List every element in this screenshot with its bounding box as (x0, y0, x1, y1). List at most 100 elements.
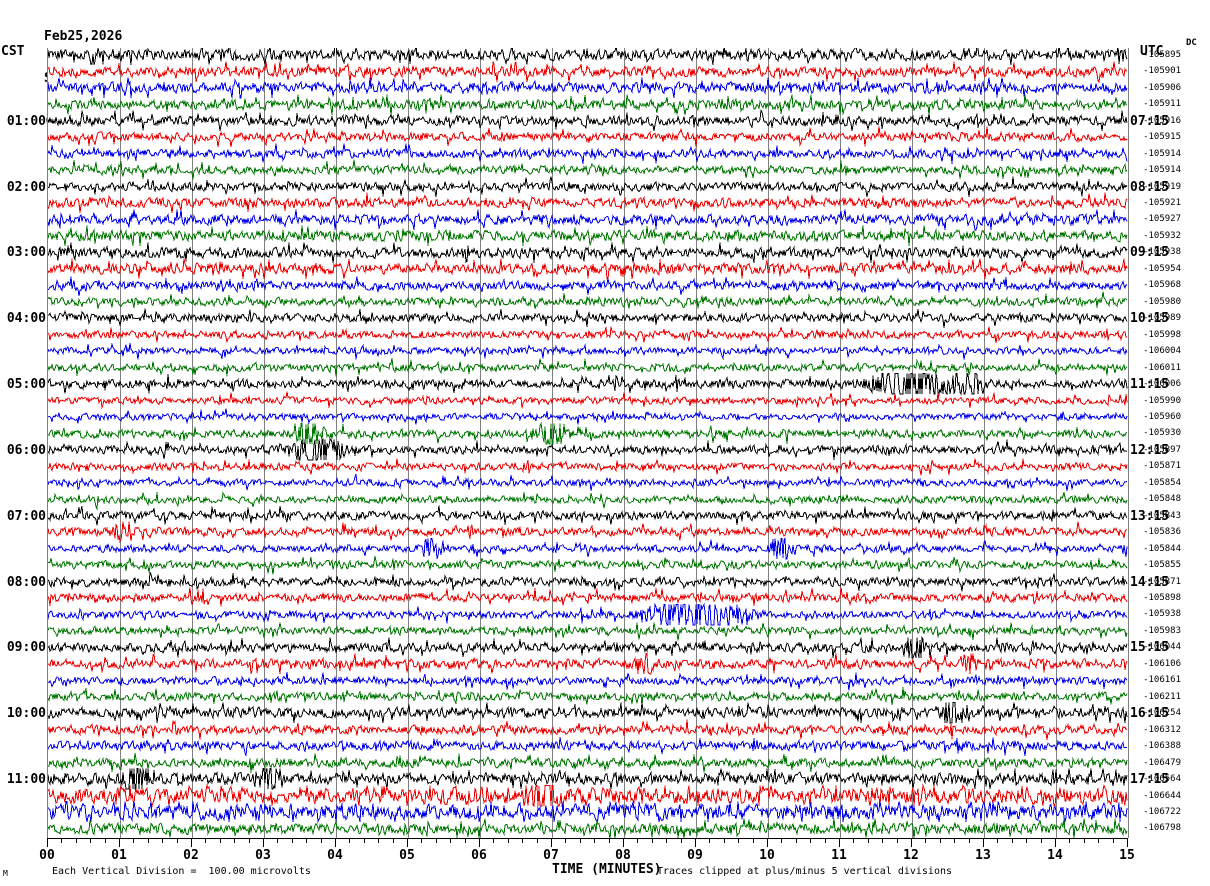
xtick-minor (882, 838, 883, 843)
xtick-major (911, 838, 912, 847)
xtick-major (47, 838, 48, 847)
seismic-trace (48, 77, 1128, 99)
hour-label-cst: 05:00 (6, 377, 46, 393)
dc-offset-value: -105930 (1143, 428, 1181, 439)
hour-label-utc: 09:15 (1130, 245, 1170, 261)
dc-offset-value: -105998 (1143, 329, 1181, 340)
seismic-trace (48, 719, 1128, 740)
xtick-minor (709, 838, 710, 843)
seismic-trace (48, 225, 1128, 247)
xtick-minor (292, 838, 293, 843)
gridline-minute-7 (552, 48, 553, 838)
xtick-label: 12 (903, 848, 919, 863)
dc-offset-value: -105914 (1143, 165, 1181, 176)
xtick-minor (666, 838, 667, 843)
xtick-minor (133, 838, 134, 843)
xtick-minor (781, 838, 782, 843)
seismic-trace (48, 308, 1128, 329)
xtick-label: 01 (111, 848, 127, 863)
hour-label-cst: 02:00 (6, 179, 46, 195)
dc-offset-value: -105916 (1143, 115, 1181, 126)
seismic-trace (48, 60, 1128, 83)
hour-label-utc: 14:15 (1130, 574, 1170, 590)
xtick-major (767, 838, 768, 847)
gridline-minute-12 (912, 48, 913, 838)
xtick-label: 00 (39, 848, 55, 863)
seismic-trace (48, 653, 1128, 675)
left-time-axis: 01:00 02:00 03:00 04:00 05:00 06:00 07:00 08:00… (0, 48, 46, 838)
clipping-note: Traces clipped at plus/minus 5 vertical … (657, 866, 953, 877)
gridline-minute-1 (120, 48, 121, 838)
hour-label-cst: 01:00 (6, 113, 46, 129)
dc-offset-value: -105855 (1143, 560, 1181, 571)
hour-label-cst: 09:00 (6, 640, 46, 656)
xtick-major (839, 838, 840, 847)
seismic-trace (48, 93, 1128, 115)
xtick-minor (349, 838, 350, 843)
xtick-minor (465, 838, 466, 843)
hour-label-cst: 08:00 (6, 574, 46, 590)
gridline-minute-6 (480, 48, 481, 838)
xtick-major (983, 838, 984, 847)
dc-offset-value: -105901 (1143, 66, 1181, 77)
xtick-minor (234, 838, 235, 843)
seismic-trace (48, 326, 1128, 344)
seismic-trace (48, 458, 1128, 476)
dc-offset-value: -106564 (1143, 774, 1181, 785)
xtick-label: 13 (975, 848, 991, 863)
xtick-minor (897, 838, 898, 843)
dc-offset-value: -105844 (1143, 543, 1181, 554)
header-date: Feb25,2026 (44, 29, 123, 44)
xtick-major (191, 838, 192, 847)
xtick-minor (681, 838, 682, 843)
seismic-trace (48, 587, 1128, 607)
xtick-minor (753, 838, 754, 843)
xtick-minor (436, 838, 437, 843)
seismic-trace (48, 521, 1128, 544)
xtick-major (119, 838, 120, 847)
xtick-major (479, 838, 480, 847)
gridline-minute-3 (264, 48, 265, 838)
xtick-minor (508, 838, 509, 843)
xtick-minor (637, 838, 638, 843)
dc-offset-value: -106004 (1143, 346, 1181, 357)
xtick-label: 06 (471, 848, 487, 863)
xtick-minor (1113, 838, 1114, 843)
hour-label-utc: 12:15 (1130, 442, 1170, 458)
helicorder-plot[interactable] (47, 48, 1129, 838)
dc-offset-value: -105854 (1143, 477, 1181, 488)
dc-offset-value: -106011 (1143, 362, 1181, 373)
hour-label-cst: 07:00 (6, 508, 46, 524)
seismic-trace (48, 291, 1128, 310)
xtick-minor (90, 838, 91, 843)
seismic-trace (48, 438, 1128, 461)
seismic-trace (48, 48, 1128, 66)
seismic-trace (48, 556, 1128, 576)
seismic-trace (48, 571, 1128, 592)
xtick-major (623, 838, 624, 847)
seismic-trace (48, 176, 1128, 197)
seismic-trace (48, 491, 1128, 511)
dc-offset-value: -106211 (1143, 691, 1181, 702)
gridline-minute-5 (408, 48, 409, 838)
xtick-minor (969, 838, 970, 843)
seismic-trace (48, 192, 1128, 214)
seismic-trace (48, 622, 1128, 641)
dc-offset-value: -105921 (1143, 198, 1181, 209)
hour-label-utc: 10:15 (1130, 311, 1170, 327)
utc-axis-label: UTC (1140, 44, 1164, 59)
hour-label-cst: 03:00 (6, 245, 46, 261)
seismic-trace (48, 421, 1128, 445)
seismic-trace (48, 752, 1128, 773)
seismic-trace (48, 209, 1128, 231)
xtick-label: 10 (759, 848, 775, 863)
dc-offset-value: -105932 (1143, 230, 1181, 241)
seismic-trace (48, 126, 1128, 148)
xtick-minor (738, 838, 739, 843)
seismic-trace (48, 372, 1128, 396)
xtick-label: 08 (615, 848, 631, 863)
seismic-trace (48, 258, 1128, 280)
trace-canvas (48, 48, 1128, 838)
hour-label-utc: 07:15 (1130, 113, 1170, 129)
xtick-minor (652, 838, 653, 843)
